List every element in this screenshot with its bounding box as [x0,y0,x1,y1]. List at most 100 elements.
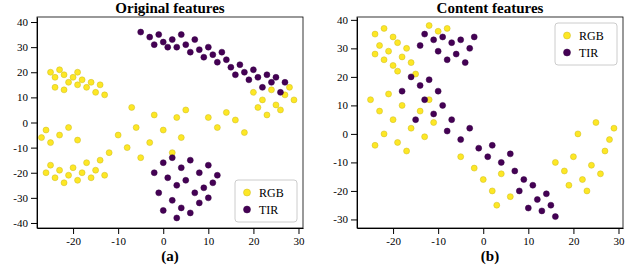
x-tick-label: 30 [293,235,305,247]
y-tick: 20 [17,66,37,78]
scatter-point [174,182,180,188]
scatter-point [268,79,274,85]
y-tick-label: -30 [333,213,348,225]
scatter-point [525,205,531,211]
y-tick-label: -40 [13,217,28,229]
y-axis-line [357,18,358,229]
x-tick: 0 [161,228,167,247]
x-tick: 0 [481,228,487,247]
scatter-point [458,137,464,143]
points [368,23,617,220]
scatter-point [156,190,162,196]
scatter-point [165,44,171,50]
scatter-point [192,190,198,196]
scatter-point [48,140,54,146]
x-tick-label: 0 [161,235,167,247]
scatter-point [70,74,76,80]
scatter-point [183,177,189,183]
scatter-point [196,47,202,53]
scatter-point [147,140,153,146]
scatter-point [431,120,437,126]
scatter-point [462,60,468,66]
scatter-point [223,109,229,115]
scatter-point [552,159,558,165]
legend: RGBTIR [235,180,297,222]
scatter-point [75,137,81,143]
scatter-point [174,44,180,50]
scatter-point [561,168,567,174]
x-tick-label: -20 [66,235,81,247]
scatter-point [169,155,175,161]
y-tick-label: 40 [337,14,349,26]
scatter-point [440,102,446,108]
legend-box [235,180,297,222]
y-tick: -40 [13,217,37,229]
scatter-point [246,77,252,83]
scatter-point [133,125,139,131]
scatter-point [57,67,63,73]
scatter-point [75,82,81,88]
scatter-point [93,167,99,173]
scatter-point [169,37,175,43]
scatter-point [422,97,428,103]
scatter-point [214,59,220,65]
scatter-point [79,170,85,176]
scatter-point [52,175,58,181]
scatter-point [84,84,90,90]
scatter-point [449,40,455,46]
x-tick-label: 20 [568,235,580,247]
scatter-point [597,171,603,177]
scatter-point [431,37,437,43]
scatter-point [160,160,166,166]
scatter-point [489,188,495,194]
scatter-point [602,148,608,154]
x-axis-line [38,228,304,229]
scatter-point [368,97,374,103]
x-tick-mark [573,228,574,234]
y-tick: 0 [23,117,38,129]
scatter-point [250,67,256,73]
x-tick-label: -10 [111,235,126,247]
scatter-point [106,150,112,156]
x-tick-mark [393,228,394,234]
scatter-point [413,117,419,123]
panel-label: (b) [481,248,499,265]
y-tick-label: 30 [337,42,349,54]
x-axis: -20-100102030 [38,228,305,247]
scatter-point [377,108,383,114]
scatter-point [444,57,450,63]
scatter-point [539,208,545,214]
scatter-point [408,60,414,66]
scatter-point [458,154,464,160]
points [39,29,297,221]
x-tick-label: 20 [248,235,260,247]
scatter-point [575,131,581,137]
panel: -20-100102030-40-30-20-10010203040Origin… [13,0,305,265]
scatter-point [93,89,99,95]
scatter-point [43,127,49,133]
scatter-point [422,31,428,37]
scatter-point [458,37,464,43]
x-tick: -10 [111,228,126,247]
scatter-point [88,79,94,85]
y-tick: 20 [337,71,357,83]
scatter-point [453,51,459,57]
scatter-point [381,25,387,31]
scatter-point [534,196,540,202]
scatter-point [408,74,414,80]
scatter-point [214,172,220,178]
scatter-point [75,69,81,75]
scatter-point [178,205,184,211]
scatter-point [440,34,446,40]
y-tick-mark [351,105,357,106]
scatter-point [192,37,198,43]
y-tick-label: 40 [17,16,29,28]
scatter-point [435,28,441,34]
scatter-point [232,72,238,78]
scatter-point [264,72,270,78]
scatter-point [606,137,612,143]
scatter-point [444,128,450,134]
scatter-point [97,82,103,88]
scatter-point [84,160,90,166]
scatter-point [129,104,135,110]
